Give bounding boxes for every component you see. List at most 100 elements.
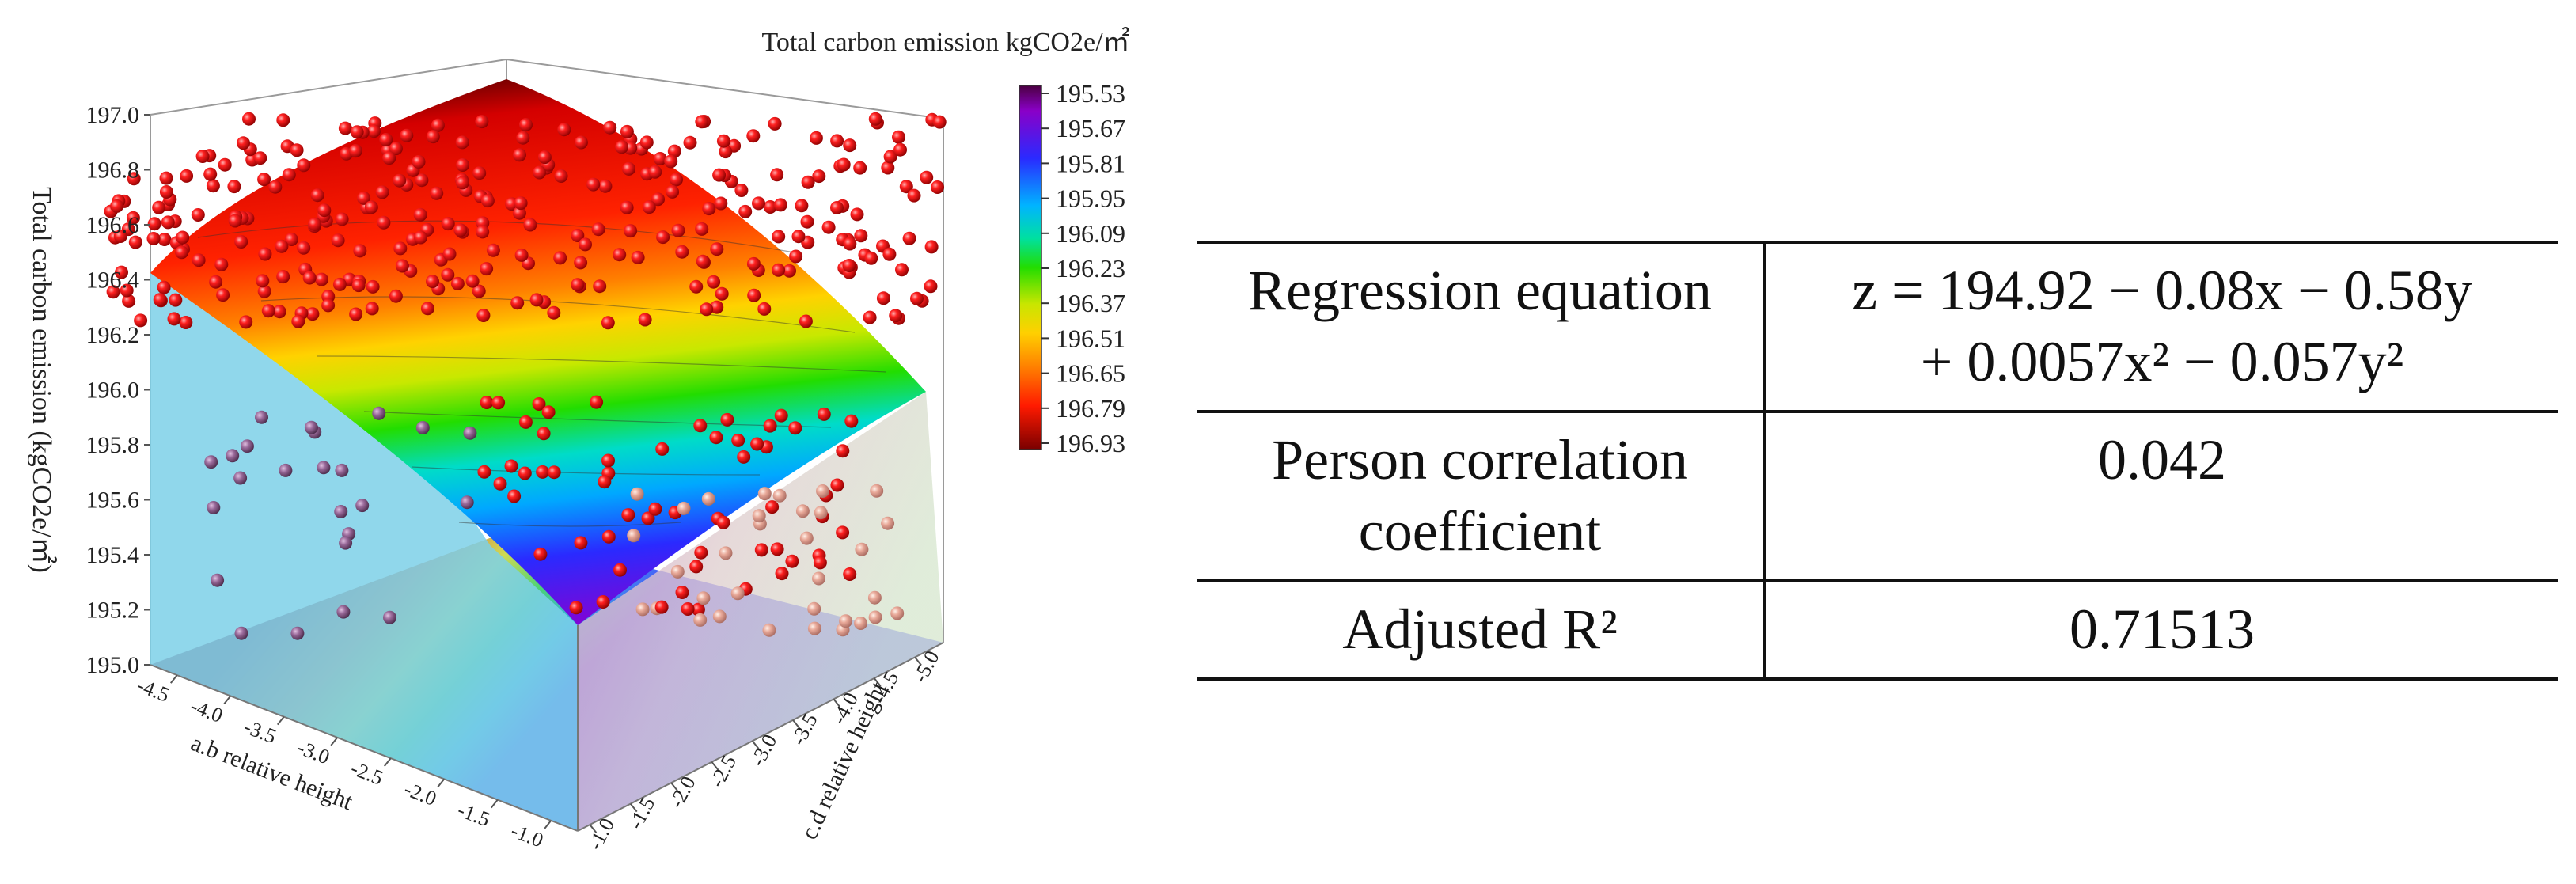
data-point: [635, 602, 650, 617]
data-point: [106, 285, 120, 299]
data-point: [377, 215, 391, 230]
data-point: [620, 124, 634, 138]
data-point: [476, 225, 490, 239]
data-point: [480, 194, 495, 208]
adjusted-r2-label: Adjusted R²: [1197, 581, 1766, 679]
data-point: [622, 161, 635, 176]
y-tick-mark: [629, 802, 638, 813]
data-point: [791, 230, 806, 244]
data-point: [533, 547, 548, 561]
data-point: [770, 168, 784, 182]
data-point: [670, 564, 685, 579]
z-tick-label: 196.8: [86, 157, 140, 184]
data-point: [514, 196, 528, 211]
data-point: [675, 245, 689, 259]
data-point: [115, 265, 128, 279]
data-point: [257, 173, 271, 187]
colorbar-tick-label: 195.67: [1056, 114, 1125, 142]
data-point: [757, 302, 772, 316]
data-point: [830, 134, 844, 148]
data-point: [710, 300, 724, 314]
data-point: [227, 180, 241, 194]
data-point: [332, 277, 347, 291]
data-point: [191, 208, 205, 222]
data-point: [547, 305, 561, 320]
data-point: [613, 248, 627, 262]
data-point: [598, 179, 613, 193]
data-point: [366, 279, 380, 294]
z-tick-label: 195.0: [86, 652, 140, 678]
z-tick-label: 196.2: [86, 322, 140, 348]
data-point: [240, 439, 254, 453]
data-point: [752, 509, 766, 523]
x-tick-label: -3.5: [241, 715, 279, 748]
colorbar-tick-label: 196.37: [1056, 289, 1125, 317]
data-point: [882, 247, 897, 261]
data-point: [765, 500, 780, 514]
data-point: [476, 309, 491, 322]
data-point: [203, 167, 218, 181]
data-point: [364, 200, 378, 214]
data-point: [127, 172, 141, 186]
data-point: [465, 274, 480, 288]
data-point: [639, 135, 654, 150]
z-tick-label: 195.8: [86, 432, 140, 458]
data-point: [801, 175, 815, 189]
data-point: [297, 241, 311, 255]
data-point: [532, 397, 546, 411]
data-point: [442, 247, 457, 261]
data-point: [586, 177, 601, 192]
data-point: [159, 171, 173, 185]
data-point: [677, 501, 691, 515]
surface-plot: 195.0 195.2 195.4 195.6 195.8 196.0 196.2 196.4…: [27, 27, 1130, 854]
data-point: [754, 543, 768, 557]
data-point: [537, 150, 552, 165]
data-point: [554, 169, 568, 183]
data-point: [348, 144, 362, 158]
data-point: [795, 199, 809, 213]
data-point: [456, 158, 470, 172]
data-point: [256, 274, 270, 288]
data-point: [314, 272, 328, 286]
table-row: Adjusted R² 0.71513: [1197, 581, 2558, 679]
data-point: [529, 293, 544, 307]
data-point: [331, 233, 345, 248]
data-point: [620, 200, 634, 214]
data-point: [523, 218, 537, 232]
data-point: [122, 294, 136, 308]
data-point: [693, 613, 708, 627]
data-point: [412, 155, 426, 169]
data-point: [382, 151, 396, 165]
data-point: [664, 154, 678, 169]
data-point: [694, 545, 708, 560]
data-point: [255, 410, 268, 424]
data-point: [772, 230, 786, 244]
data-point: [157, 280, 171, 294]
colorbar-tick-label: 196.23: [1056, 254, 1125, 283]
data-point: [420, 302, 434, 316]
data-point: [775, 567, 789, 581]
x-tick-mark: [437, 778, 446, 787]
data-point: [536, 465, 550, 479]
data-point: [571, 278, 585, 292]
data-point: [258, 247, 272, 261]
data-point: [126, 211, 140, 225]
data-point: [641, 511, 655, 525]
data-point: [431, 118, 445, 132]
data-point: [653, 152, 667, 165]
data-point: [689, 279, 704, 294]
data-point: [507, 489, 522, 503]
data-point: [762, 623, 776, 637]
data-point: [876, 291, 890, 305]
colorbar-tick-label: 196.65: [1056, 359, 1125, 388]
data-point: [675, 586, 689, 599]
data-point: [738, 204, 753, 218]
data-point: [305, 307, 320, 321]
data-point: [192, 253, 206, 267]
z-tick-label: 195.6: [86, 488, 140, 514]
data-point: [275, 239, 289, 253]
data-point: [480, 262, 494, 276]
data-point: [180, 169, 194, 183]
data-point: [516, 131, 530, 145]
z-tick-label: 195.2: [86, 598, 140, 624]
